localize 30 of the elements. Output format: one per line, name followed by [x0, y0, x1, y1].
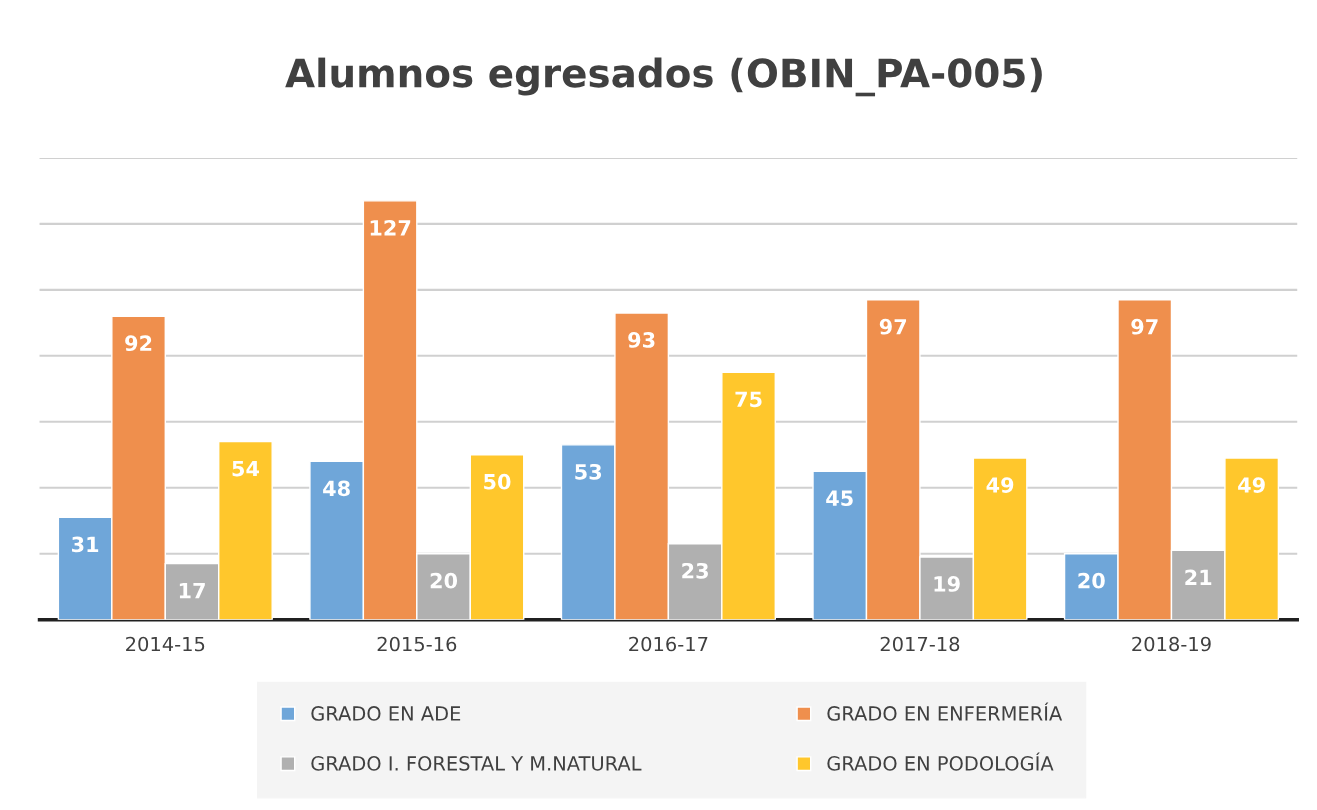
- chart-title: Alumnos egresados (OBIN_PA-005): [285, 57, 1042, 97]
- legend-label: GRADO EN ADE: [311, 706, 461, 721]
- data-label: 75: [735, 391, 762, 408]
- legend-label: GRADO I. FORESTAL Y M.NATURAL: [311, 756, 642, 771]
- data-label: 20: [430, 572, 458, 589]
- data-label: 23: [682, 562, 708, 579]
- x-tick-label: 2016-17: [629, 636, 708, 652]
- data-label: 97: [1131, 318, 1158, 335]
- data-label: 50: [484, 473, 511, 490]
- data-label: 54: [232, 460, 259, 477]
- data-label: 93: [628, 332, 655, 348]
- x-tick-label: 2018-19: [1132, 636, 1211, 652]
- legend-label: GRADO EN ENFERMERÍA: [827, 702, 1063, 721]
- data-label: 92: [125, 335, 152, 352]
- data-label: 97: [879, 318, 907, 335]
- data-label: 31: [72, 536, 99, 553]
- data-label: 53: [575, 463, 602, 480]
- data-label: 19: [934, 576, 960, 592]
- data-label: 21: [1185, 569, 1212, 585]
- x-tick-label: 2017-18: [880, 636, 960, 652]
- data-label: 48: [323, 480, 350, 497]
- x-tick-label: 2014-15: [126, 636, 205, 652]
- data-label: 49: [986, 477, 1014, 493]
- data-label: 45: [826, 490, 853, 507]
- legend-label: GRADO EN PODOLOGÍA: [827, 752, 1054, 771]
- data-label: 20: [1078, 572, 1105, 589]
- data-label: 127: [370, 219, 411, 236]
- data-label: 17: [179, 582, 205, 599]
- data-label: 49: [1238, 477, 1265, 493]
- x-tick-label: 2015-16: [377, 636, 457, 652]
